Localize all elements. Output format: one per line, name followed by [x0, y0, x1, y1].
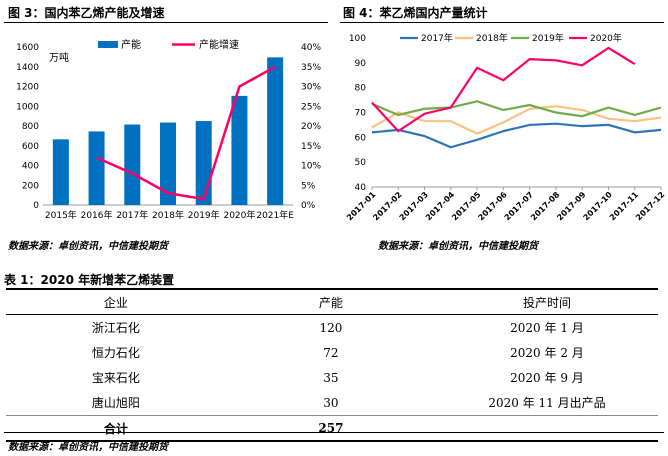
right-axis-tick-label: 35% — [301, 63, 321, 73]
figure3-title: 图 3：国内苯乙烯产能及增速 — [8, 6, 165, 20]
figure4-title: 图 4：苯乙烯国内产量统计 — [343, 6, 488, 20]
cell-start-time: 2020 年 9 月 — [510, 371, 584, 385]
right-axis-tick-label: 0% — [301, 201, 316, 211]
left-axis-tick-label: 800 — [22, 122, 39, 132]
figure3-title-rule — [4, 22, 328, 23]
legend-label-growth: 产能增速 — [199, 38, 239, 51]
cell-company: 浙江石化 — [91, 321, 140, 335]
capacity-bar — [267, 57, 284, 206]
cell-capacity: 120 — [319, 320, 343, 335]
left-axis-tick-label: 600 — [22, 142, 39, 152]
x-axis-tick-label: 2016年 — [81, 209, 113, 221]
table1-source: 数据来源：卓创资讯，中信建投期货 — [8, 442, 168, 453]
x-axis-tick-label: 2017年 — [116, 209, 148, 221]
table-row: 宝来石化 35 2020 年 9 月 — [6, 365, 658, 390]
legend-swatch-capacity — [98, 41, 118, 48]
x-axis-tick-label: 2015年 — [45, 209, 77, 221]
cell-company: 宝来石化 — [91, 371, 140, 385]
table-total-row: 合计 257 — [6, 415, 658, 442]
header-start-time: 投产时间 — [435, 288, 658, 315]
total-value: 257 — [225, 415, 436, 442]
y-axis-tick-label: 100 — [349, 34, 366, 44]
table1-title: 表 1：2020 年新增苯乙烯装置 — [4, 273, 175, 287]
table1-bottom-rule — [4, 432, 664, 433]
right-axis-tick-label: 30% — [301, 83, 321, 93]
x-axis-tick-label: 2021年E — [256, 209, 294, 221]
capacity-bar — [160, 122, 176, 205]
y-axis-tick-label: 60 — [355, 133, 367, 143]
right-axis-tick-label: 20% — [301, 122, 321, 132]
x-axis-tick-label: 2019年 — [188, 209, 220, 221]
left-axis-tick-label: 1600 — [16, 43, 39, 53]
figure4-source: 数据来源：卓创资讯，中信建投期货 — [378, 241, 538, 252]
legend-label: 2017年 — [421, 32, 453, 44]
figure4-title-rule — [340, 22, 664, 23]
header-company: 企业 — [6, 288, 226, 315]
x-axis-tick-label: 2017-12 — [634, 190, 666, 222]
series-line-2018年 — [371, 105, 662, 135]
cell-start-time: 2020 年 1 月 — [510, 321, 584, 335]
header-capacity: 产能 — [225, 288, 436, 315]
cell-company: 恒力石化 — [91, 346, 140, 360]
legend-label: 2018年 — [476, 32, 508, 44]
left-axis-tick-label: 0 — [33, 201, 39, 211]
x-axis-tick-label: 2018年 — [152, 209, 184, 221]
capacity-bar — [52, 139, 69, 205]
y-axis-tick-label: 80 — [355, 84, 367, 94]
cell-capacity: 72 — [323, 345, 339, 360]
figure3-chart: 0 200 400 600 800 1000 1200 1400 1600 0% 5% 10% 15% 2… — [16, 38, 321, 221]
total-empty — [435, 415, 658, 442]
left-axis-tick-label: 1000 — [16, 102, 39, 112]
y-axis-tick-label: 70 — [355, 109, 367, 119]
cell-capacity: 30 — [323, 395, 339, 410]
table-row: 恒力石化 72 2020 年 2 月 — [6, 340, 658, 365]
series-line-2017年 — [371, 122, 662, 149]
growth-rate-line — [96, 65, 276, 201]
capacity-bar — [195, 121, 212, 205]
left-axis-tick-label: 1400 — [16, 63, 39, 73]
capacity-bar — [88, 131, 105, 205]
capacity-bar — [231, 95, 248, 205]
left-axis-unit: 万吨 — [49, 51, 69, 64]
table-row: 唐山旭阳 30 2020 年 11 月出产品 — [6, 390, 658, 416]
left-axis-tick-label: 400 — [22, 162, 39, 172]
right-axis-tick-label: 15% — [301, 142, 321, 152]
cell-start-time: 2020 年 2 月 — [510, 346, 584, 360]
legend-label: 2019年 — [532, 32, 564, 44]
capacity-bar — [124, 124, 141, 205]
figure4-chart: 4050607080901002017-012017-022017-032017… — [345, 32, 666, 222]
left-axis-tick-label: 1200 — [16, 83, 39, 93]
y-axis-tick-label: 50 — [355, 158, 367, 168]
left-axis-tick-label: 200 — [22, 181, 39, 191]
legend-label: 2020年 — [590, 32, 622, 44]
right-axis-tick-label: 40% — [301, 43, 321, 53]
table-header-row: 企业 产能 投产时间 — [6, 288, 658, 315]
capacity-table: 企业 产能 投产时间 浙江石化 120 2020 年 1 月 恒力石化 72 2… — [6, 288, 658, 442]
right-axis-tick-label: 10% — [301, 162, 321, 172]
series-line-2020年 — [371, 46, 636, 133]
legend-label-capacity: 产能 — [121, 38, 141, 51]
cell-start-time: 2020 年 11 月出产品 — [488, 396, 606, 410]
cell-capacity: 35 — [323, 370, 339, 385]
series-line-2019年 — [371, 100, 662, 118]
figure3-source: 数据来源：卓创资讯，中信建投期货 — [8, 241, 168, 252]
right-axis-tick-label: 25% — [301, 102, 321, 112]
x-axis-tick-label: 2020年 — [223, 209, 255, 221]
y-axis-tick-label: 90 — [355, 59, 367, 69]
cell-company: 唐山旭阳 — [91, 396, 140, 410]
right-axis-tick-label: 5% — [301, 181, 316, 191]
y-axis-tick-label: 40 — [355, 183, 367, 193]
table-row: 浙江石化 120 2020 年 1 月 — [6, 315, 658, 341]
